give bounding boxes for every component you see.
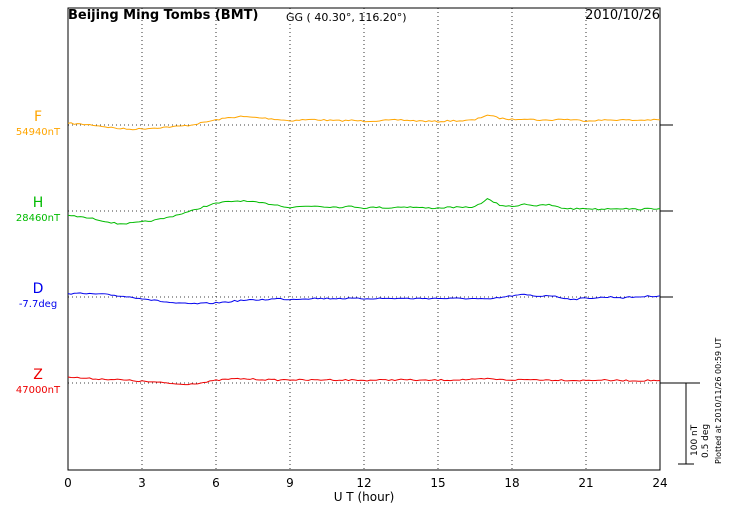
scale-bar-deg-label: 0.5 deg: [701, 423, 711, 458]
x-tick-label: 21: [578, 476, 593, 490]
plot-border: [67, 7, 661, 471]
trace-baseline-value-h: 28460nT: [15, 213, 61, 224]
x-tick-label: 3: [138, 476, 146, 490]
x-tick-label: 18: [504, 476, 519, 490]
x-tick-label: 0: [64, 476, 72, 490]
trace-F: [67, 114, 661, 131]
trace-Z: [67, 376, 661, 386]
trace-label-f: F: [33, 109, 43, 125]
scale-bar-nt-label: 100 nT: [690, 424, 700, 456]
x-tick-label: 9: [286, 476, 294, 490]
plotted-at-note: Plotted at 2010/11/26 00:59 UT: [714, 337, 723, 464]
station-coordinates: GG ( 40.30°, 116.20°): [286, 11, 407, 24]
trace-H: [67, 198, 661, 225]
trace-D: [67, 292, 661, 305]
observation-date: 2010/10/26: [585, 8, 660, 23]
x-axis-label: U T (hour): [333, 490, 395, 504]
trace-label-z: Z: [33, 367, 43, 383]
trace-baseline-value-z: 47000nT: [15, 385, 61, 396]
x-tick-label: 15: [430, 476, 445, 490]
trace-baseline-value-f: 54940nT: [15, 127, 61, 138]
x-tick-label: 6: [212, 476, 220, 490]
x-tick-label: 24: [652, 476, 667, 490]
trace-baseline-value-d: -7.7deg: [18, 299, 58, 310]
trace-label-h: H: [32, 195, 44, 211]
trace-label-d: D: [32, 281, 44, 297]
page-title: Beijing Ming Tombs (BMT): [68, 8, 259, 23]
x-tick-label: 12: [356, 476, 371, 490]
